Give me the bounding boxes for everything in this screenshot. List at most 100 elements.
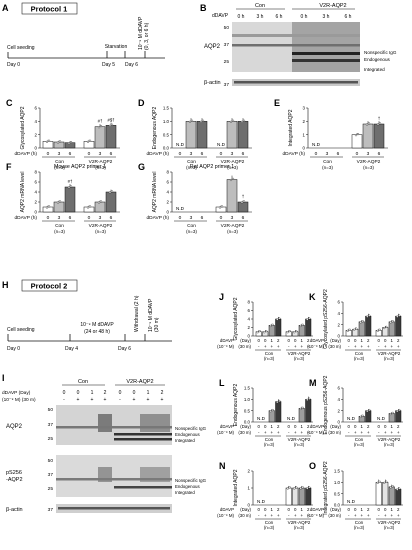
ylabel-c: Glycosylated AQP2: [20, 106, 26, 149]
xday-n-5: 0: [294, 507, 297, 512]
xday-o-1: 0: [354, 507, 357, 512]
xlabel-d: dDAVP (h): [147, 151, 170, 157]
xday-m-7: 2: [397, 424, 400, 429]
bar-m-7: [395, 410, 402, 423]
bar-n-5: [292, 487, 299, 506]
blot-i-group-v2r: V2R-AQP2: [126, 379, 153, 385]
x30-l-1: +: [264, 430, 267, 435]
x30-m-3: +: [367, 430, 370, 435]
grp-con-f: Con: [55, 223, 64, 229]
x30-n-0: -: [258, 513, 260, 518]
xday-m-1: 0: [354, 424, 357, 429]
xday-m-2: 1: [361, 424, 364, 429]
grp-con-n: Con: [265, 520, 274, 525]
grp-con-o: Con: [355, 520, 364, 525]
ytick-j-2: 4: [248, 317, 251, 322]
ytick-e-1: 1: [303, 132, 306, 137]
chart-f: F Mouse AQP2 primer 1 0 2 4 6 8 AQP2 mRNA level…: [6, 162, 120, 234]
grp-con-e: Con: [323, 159, 332, 165]
blot-i-30m-6: +: [147, 397, 150, 403]
x30-m-7: +: [397, 430, 400, 435]
bar-j-3: [275, 318, 282, 337]
xtick-g-2: 6: [201, 215, 204, 221]
xddavp-k: dDAVP: [310, 338, 324, 343]
chart-c: C 0 2 4 6 Glycosylated AQP2 #† #$† 0 3 6 0 3 6 dDAVP (…: [6, 98, 120, 170]
bar-o-6: [388, 486, 395, 506]
bar-g-5: [237, 201, 249, 213]
panel-h: H Protocol 2 Cell seeding Day 0 Day 4 Da…: [2, 279, 172, 352]
blot-b-marker-actin: 37: [224, 82, 230, 88]
xday-l-4: 0: [288, 424, 291, 429]
p1-tick-0: Day 0: [7, 62, 20, 68]
x30-k-1: +: [354, 344, 357, 349]
xlabel-g: dDAVP (h): [147, 215, 170, 221]
p1-tick-2: Day 6: [125, 62, 138, 68]
x30-j-1: +: [264, 344, 267, 349]
blot-i-anno-endo-1: Endogenous: [175, 432, 200, 437]
panel-letter-m: M: [309, 378, 317, 388]
nd-n-0: N.D: [257, 499, 266, 504]
ytick-k-0: 0: [338, 334, 341, 339]
panel-letter-k: K: [309, 292, 316, 302]
x30-k-0: -: [348, 344, 350, 349]
ylabel-e: Integrated AQP2: [288, 109, 294, 146]
blot-b-lane-1: 3 h: [257, 14, 264, 20]
x30-m-5: +: [384, 430, 387, 435]
blot-i-30m-1: +: [77, 397, 80, 403]
x30-j-3: +: [277, 344, 280, 349]
xday-k-4: 0: [378, 338, 381, 343]
blot-i-m1-25: 25: [48, 436, 54, 442]
ytick-n-1: 1: [248, 486, 251, 491]
xday-l-6: 1: [301, 424, 304, 429]
x30-k-7: +: [397, 344, 400, 349]
grp-n-con-j: (n=3): [264, 356, 275, 361]
protocol2-ddavp-dur: (24 or 48 h): [84, 329, 110, 335]
xtick-c-2: 6: [69, 151, 72, 157]
xday-o-3: 2: [367, 507, 370, 512]
bar-f-5: [105, 191, 117, 213]
blot-i-anno-igg-1: Nonspecific IgG: [175, 426, 207, 431]
blot-i-anno-int-1: Integrated: [175, 438, 195, 443]
protocol1-starvation: Starvation: [105, 44, 128, 50]
xday-o-4: 0: [378, 507, 381, 512]
grp-v2r-k: V2R-AQP2: [378, 351, 401, 356]
blot-b-marker-25: 25: [224, 59, 230, 65]
bar-k-3: [365, 315, 372, 337]
sig-c-4: #†: [98, 119, 103, 124]
xday-n-0: 0: [258, 507, 261, 512]
xddavp-o: dDAVP: [310, 507, 324, 512]
xday-o-5: 0: [384, 507, 387, 512]
xconc-m: (10⁻⁹ M): [307, 430, 324, 435]
blot-i-day-4: 0: [119, 390, 122, 396]
ytick-m-3: 6: [338, 386, 341, 391]
panel-letter-a: A: [2, 3, 9, 13]
nd-e-0: N.D: [312, 142, 321, 147]
nd-o-0: N.D: [347, 499, 356, 504]
xday-k-6: 1: [391, 338, 394, 343]
blot-i-day-3: 2: [104, 390, 107, 396]
xtick-f-1: 3: [58, 215, 61, 221]
grp-n-v2r-j: (n=3): [294, 356, 305, 361]
blot-i-day-6: 1: [147, 390, 150, 396]
x30-m-2: +: [360, 430, 363, 435]
grp-n-v2r-e: (n=3): [363, 165, 374, 170]
xtick-g-4: 3: [231, 215, 234, 221]
xtick-g-5: 6: [242, 215, 245, 221]
x30-label-m: (30 m): [328, 430, 341, 435]
grp-n-con-f: (n=3): [54, 229, 65, 234]
blot-i-row1: dDAVP (Day): [2, 390, 31, 396]
bar-d-1: [185, 121, 197, 149]
xday-m-6: 1: [391, 424, 394, 429]
bar-g-4: [226, 179, 238, 213]
nd-g-0: N.D: [176, 206, 185, 211]
grp-v2r-f: V2R-AQP2: [89, 223, 113, 229]
grp-v2r-m: V2R-AQP2: [378, 437, 401, 442]
bar-n-7: [305, 487, 312, 506]
xtick-e-1: 3: [326, 151, 329, 157]
grp-n-con-c: (n=3): [54, 165, 65, 170]
blot-i-anno-int-2: Integrated: [175, 490, 195, 495]
p1-tick-1: Day 5: [102, 62, 115, 68]
xday-l-3: 2: [277, 424, 280, 429]
grp-n-v2r-f: (n=3): [95, 229, 106, 234]
x30-l-7: +: [307, 430, 310, 435]
